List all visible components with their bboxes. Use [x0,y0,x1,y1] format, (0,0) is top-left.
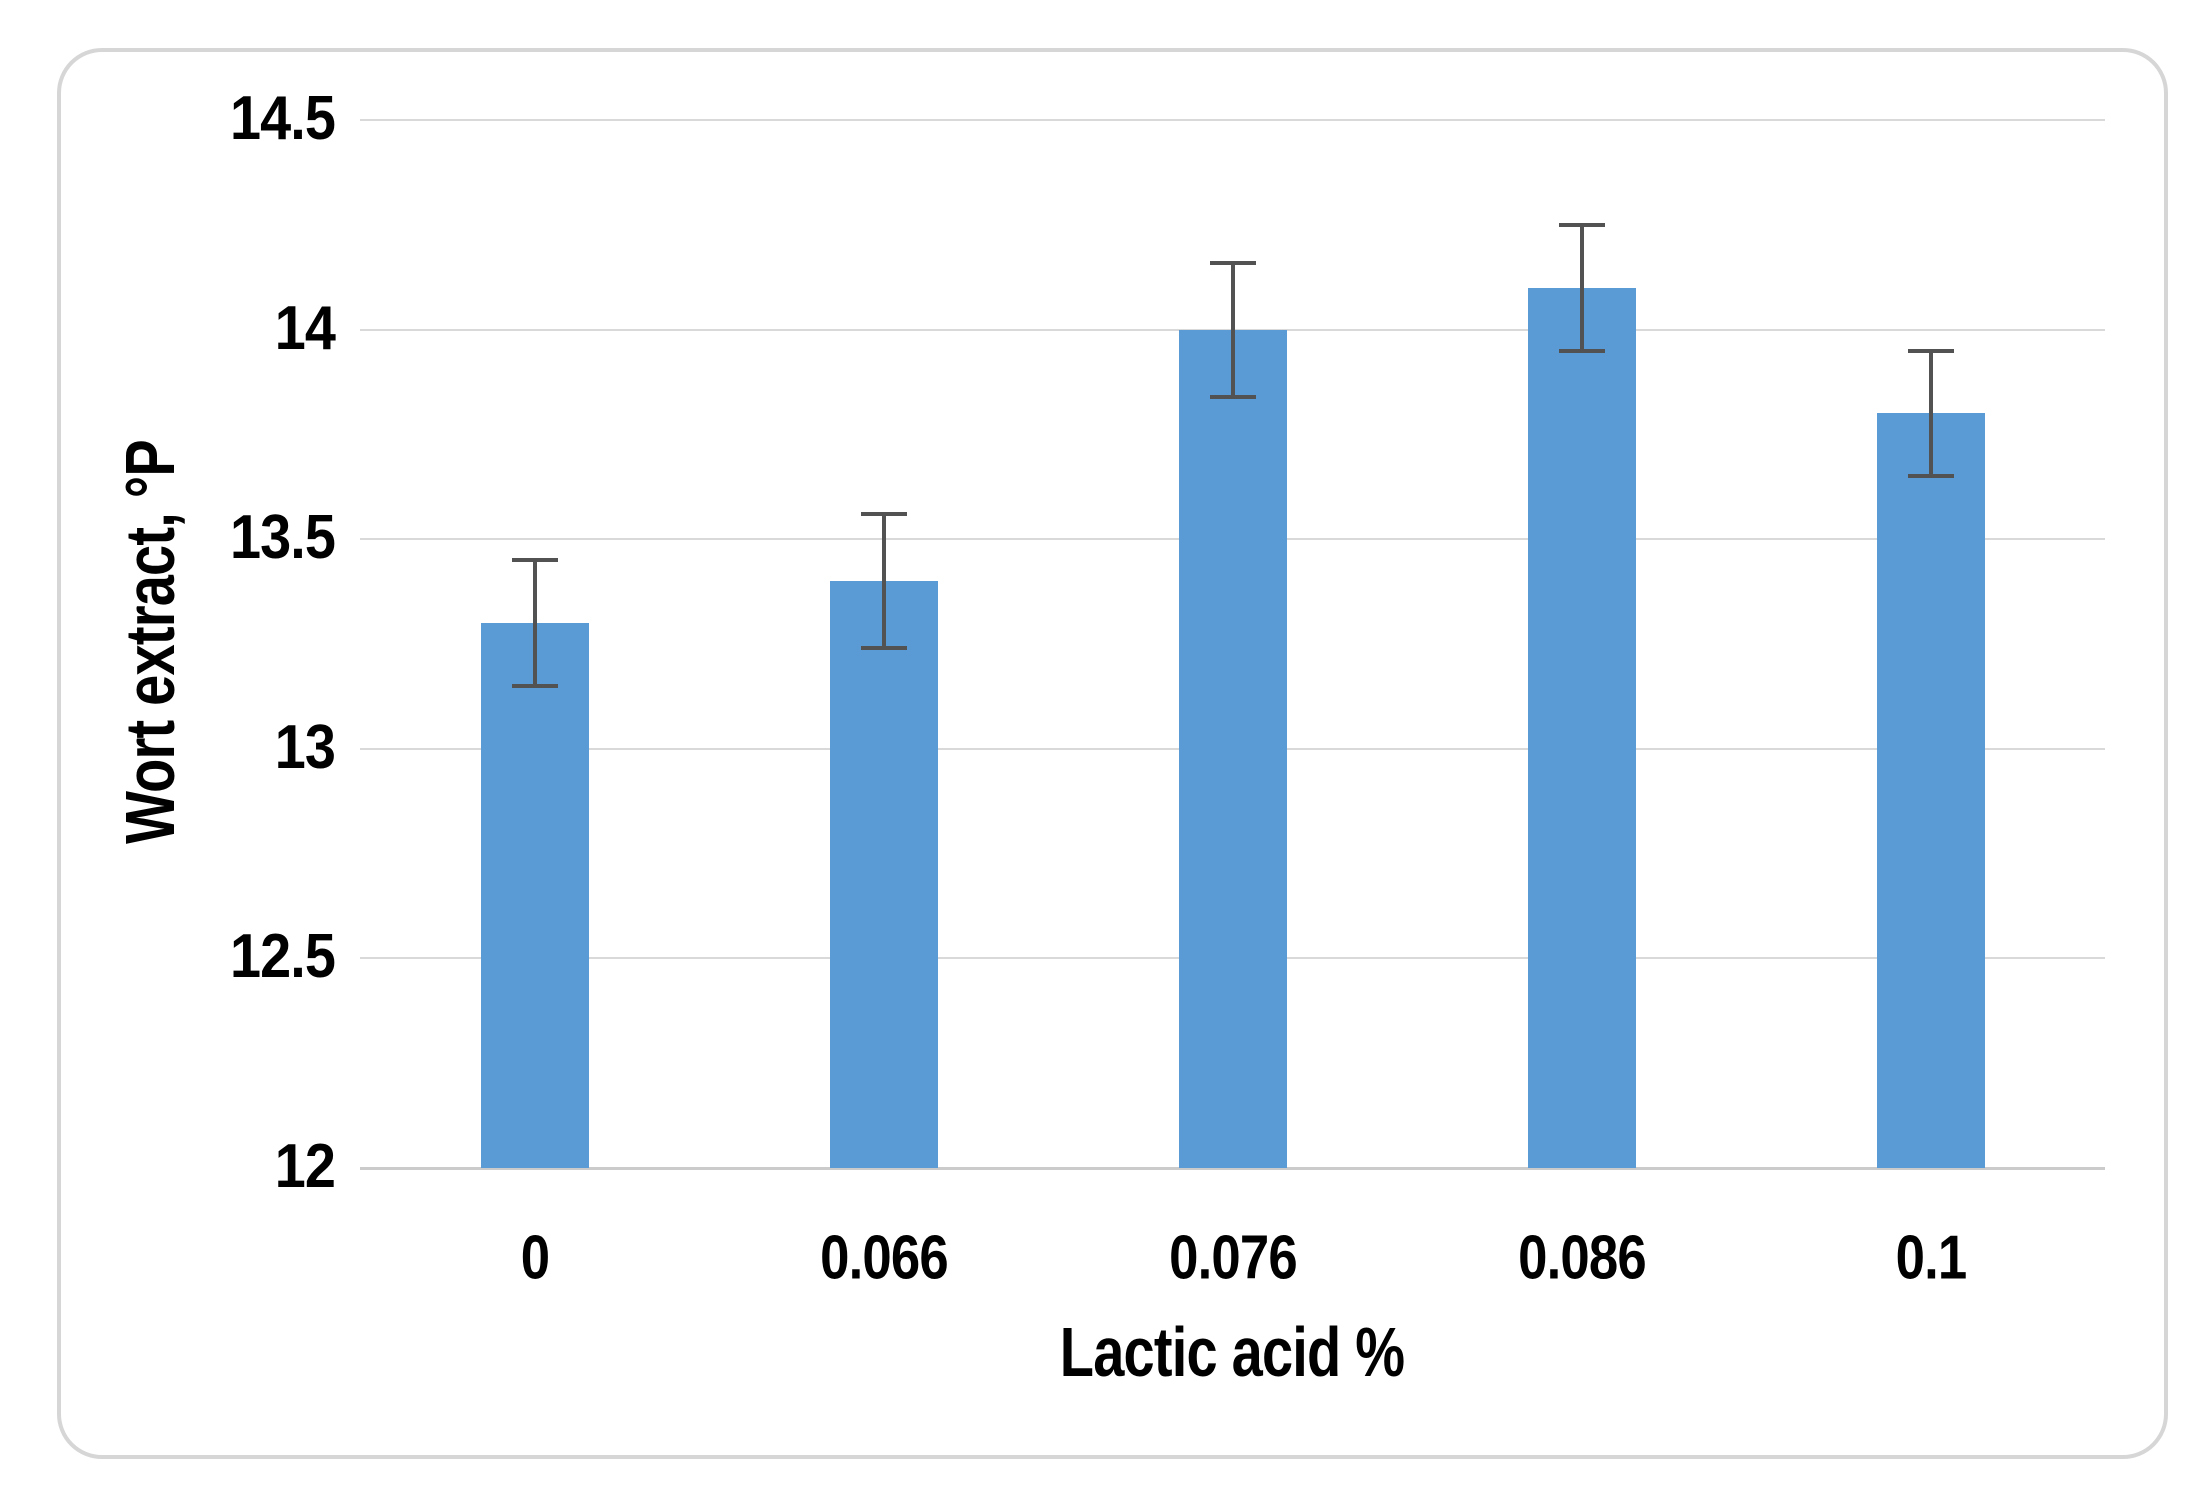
y-gridline [360,119,2105,121]
y-axis-title: Wort extract, °P [111,440,189,844]
y-tick-label: 12.5 [229,922,336,992]
error-bar-line-3 [1579,224,1584,351]
error-bar-cap-bottom-0 [511,683,558,688]
x-tick-label: 0.1 [1895,1223,1967,1293]
error-bar-cap-bottom-2 [1209,394,1256,399]
bar-3 [1527,287,1636,1168]
bar-2 [1178,329,1287,1168]
x-tick-label: 0 [520,1223,549,1293]
error-bar-cap-top-0 [511,558,558,563]
error-bar-cap-bottom-1 [860,646,907,651]
y-tick-label: 12 [274,1132,336,1202]
chart-frame [57,48,2168,1459]
x-axis-line [360,1166,2105,1170]
y-tick-label: 13 [274,712,336,782]
error-bar-cap-top-3 [1558,222,1605,227]
y-tick-label: 14.5 [229,84,336,154]
error-bar-line-4 [1928,350,1933,477]
x-tick-label: 0.076 [1168,1223,1297,1293]
x-axis-title: Lactic acid % [1059,1313,1405,1391]
bar-4 [1876,413,1985,1168]
y-tick-label: 14 [274,293,336,363]
error-bar-cap-bottom-4 [1907,474,1954,479]
x-tick-label: 0.086 [1517,1223,1646,1293]
bar-0 [480,623,589,1168]
error-bar-line-0 [532,560,537,686]
error-bar-cap-bottom-3 [1558,348,1605,353]
error-bar-cap-top-1 [860,512,907,517]
error-bar-cap-top-4 [1907,348,1954,353]
bar-1 [829,581,938,1168]
error-bar-cap-top-2 [1209,260,1256,265]
error-bar-line-1 [881,514,886,649]
y-tick-label: 13.5 [229,503,336,573]
error-bar-line-2 [1230,262,1235,397]
x-tick-label: 0.066 [819,1223,948,1293]
